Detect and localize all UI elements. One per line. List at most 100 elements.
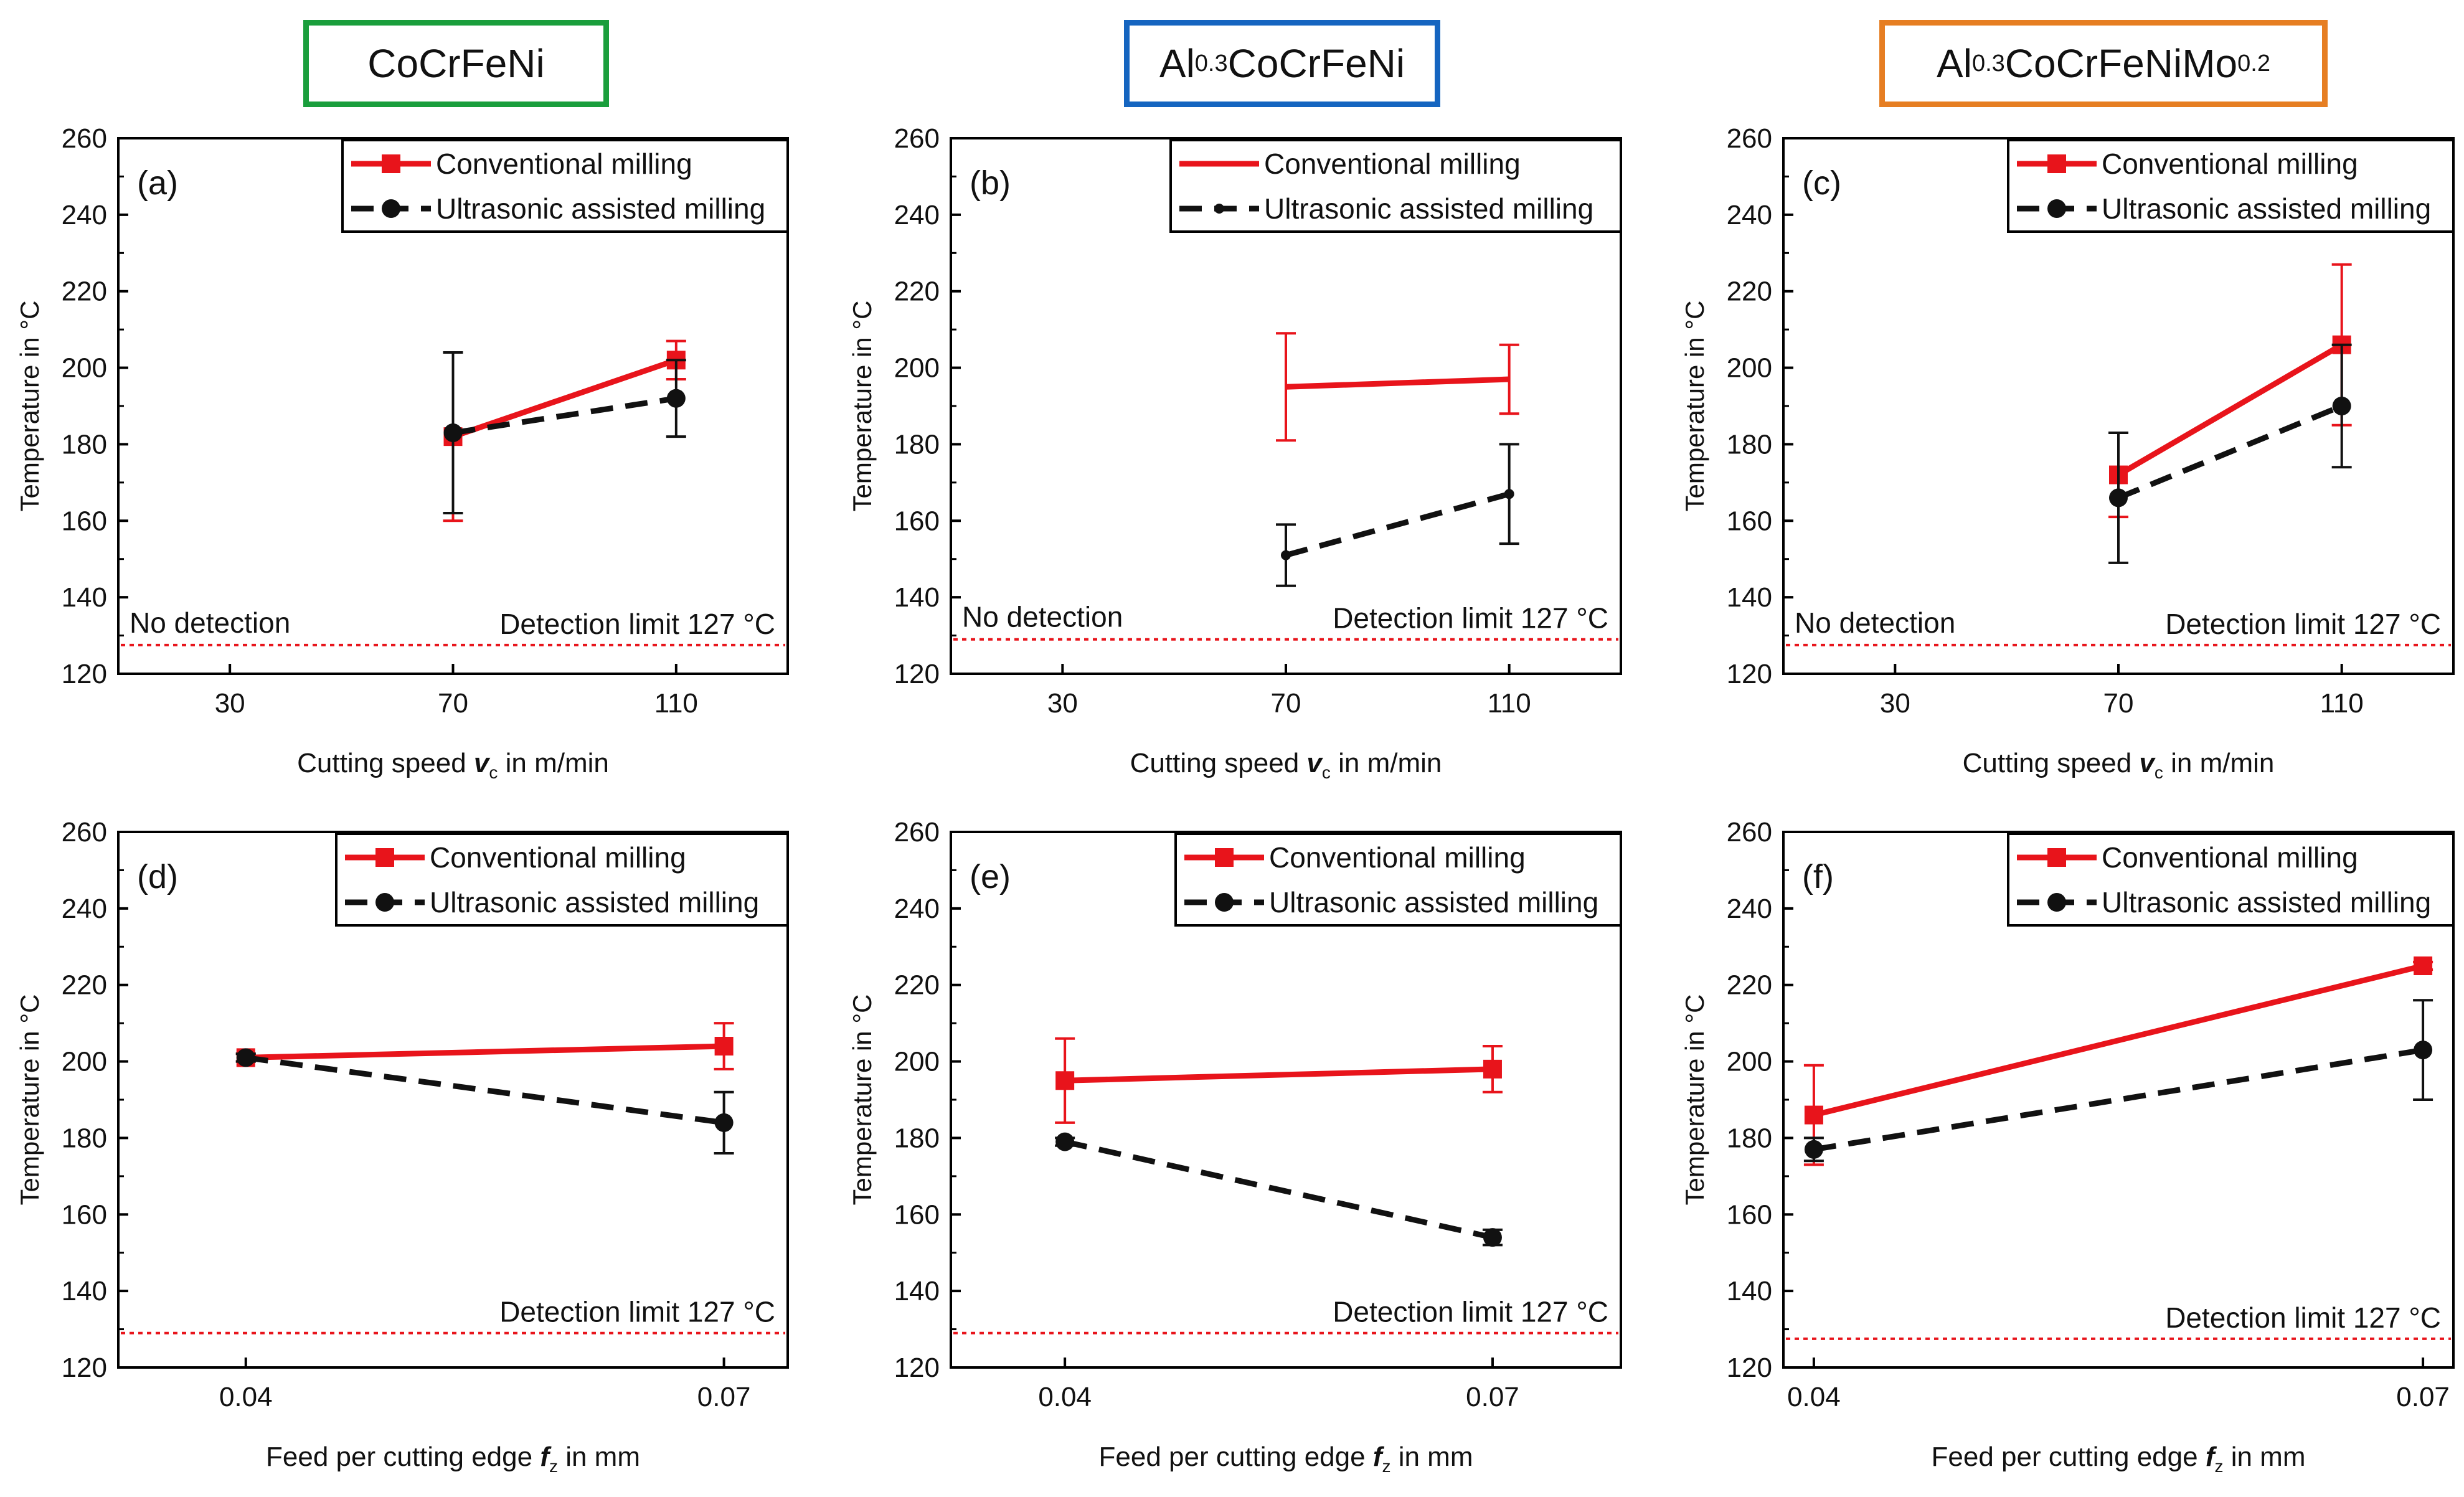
x-tick-label: 30 xyxy=(1880,688,1910,719)
y-tick-label: 180 xyxy=(62,429,107,460)
series-line xyxy=(1813,1047,2424,1153)
y-tick-label: 260 xyxy=(1727,817,1772,848)
x-axis-label-part: in m/min xyxy=(2163,748,2274,778)
y-axis-label: Temperature in °C xyxy=(1680,994,1709,1206)
x-axis-label-part: in mm xyxy=(1390,1442,1473,1472)
legend-marker xyxy=(2047,893,2066,912)
y-tick-label: 180 xyxy=(1727,429,1772,460)
no-detection-label: No detection xyxy=(1795,607,1955,639)
y-tick-label: 220 xyxy=(62,276,107,307)
chart-panel: 120 140 160 180 200 220 240 260 0.04 0.07 Temperat… xyxy=(1680,817,2455,1476)
x-tick-label: 110 xyxy=(1488,688,1531,719)
panel-label: (b) xyxy=(970,164,1011,202)
x-axis-label-part: v xyxy=(2139,748,2156,778)
legend-box xyxy=(341,139,789,233)
y-tick-label: 260 xyxy=(894,123,940,154)
legend-marker xyxy=(1215,893,1234,912)
data-point xyxy=(1483,1228,1502,1247)
x-tick-label: 0.07 xyxy=(1466,1382,1519,1412)
legend-box xyxy=(2007,139,2455,233)
legend-label: Ultrasonic assisted milling xyxy=(436,192,765,225)
series-line xyxy=(1813,963,2424,1118)
chart-panel: 120 140 160 180 200 220 240 260 30 70 110 Temperatu… xyxy=(15,123,789,782)
series-conventional xyxy=(2108,263,2352,519)
data-point xyxy=(443,423,463,442)
panel-label: (d) xyxy=(137,858,178,895)
detection-limit-label: Detection limit 127 °C xyxy=(499,1296,775,1328)
x-tick-label: 30 xyxy=(1047,688,1078,719)
series-ultrasonic xyxy=(2108,343,2352,564)
x-tick-label: 30 xyxy=(215,688,245,719)
material-label-part: 0.3 xyxy=(1971,50,2005,77)
legend-label: Ultrasonic assisted milling xyxy=(2102,192,2431,225)
x-axis-label-part: Feed per cutting edge xyxy=(1099,1442,1373,1472)
x-axis-label-part: in mm xyxy=(558,1442,640,1472)
legend-marker xyxy=(2047,199,2066,218)
series-conventional xyxy=(443,339,686,522)
series-conventional xyxy=(1055,1037,1503,1124)
data-point xyxy=(2414,956,2433,975)
x-tick-label: 70 xyxy=(438,688,468,719)
data-point xyxy=(1483,1059,1502,1079)
panel-label: (c) xyxy=(1802,164,1841,202)
y-tick-label: 240 xyxy=(1727,894,1772,924)
series-ultrasonic xyxy=(1803,999,2433,1163)
x-tick-label: 0.04 xyxy=(219,1382,273,1412)
x-axis-label-part: Feed per cutting edge xyxy=(266,1442,540,1472)
detection-limit-label: Detection limit 127 °C xyxy=(2165,608,2441,640)
data-point xyxy=(1804,1140,1823,1159)
x-axis-label-part: c xyxy=(2155,763,2163,782)
legend-label: Ultrasonic assisted milling xyxy=(1264,192,1593,225)
legend-label: Conventional milling xyxy=(1269,841,1526,874)
series-line xyxy=(1285,491,1510,558)
material-label-part: Al xyxy=(1937,41,1972,86)
y-tick-label: 240 xyxy=(62,200,107,230)
series-line xyxy=(1064,1139,1493,1240)
y-axis-label: Temperature in °C xyxy=(847,301,877,512)
x-tick-label: 70 xyxy=(1271,688,1301,719)
series-line xyxy=(1065,1066,1493,1084)
series-conventional xyxy=(1803,956,2433,1166)
y-tick-label: 120 xyxy=(62,1353,107,1383)
data-point xyxy=(1055,1132,1075,1151)
y-tick-label: 120 xyxy=(1727,659,1772,689)
y-tick-label: 140 xyxy=(1727,582,1772,613)
y-tick-label: 200 xyxy=(894,353,940,384)
y-tick-label: 180 xyxy=(894,429,940,460)
y-tick-label: 160 xyxy=(894,506,940,536)
y-tick-label: 260 xyxy=(894,817,940,848)
y-tick-label: 120 xyxy=(1727,1353,1772,1383)
series-ultrasonic xyxy=(1276,443,1519,587)
legend: Conventional milling Ultrasonic assisted … xyxy=(2007,833,2455,927)
legend: Conventional milling Ultrasonic assisted … xyxy=(341,139,789,233)
legend: Conventional milling Ultrasonic assisted … xyxy=(2007,139,2455,233)
y-axis-label: Temperature in °C xyxy=(1680,301,1709,512)
chart-panel: 120 140 160 180 200 220 240 260 0.04 0.07 Temperat… xyxy=(847,817,1622,1476)
series-line xyxy=(2117,342,2343,478)
y-tick-label: 160 xyxy=(1727,1199,1772,1230)
legend-marker xyxy=(375,893,394,912)
legend-marker xyxy=(2047,848,2066,867)
x-axis-label-part: v xyxy=(1306,748,1323,778)
chart-panel: 120 140 160 180 200 220 240 260 30 70 110 Temperatu… xyxy=(847,123,1622,782)
legend-label: Conventional milling xyxy=(2102,841,2358,874)
legend: Conventional milling Ultrasonic assisted … xyxy=(1169,139,1622,233)
legend-marker xyxy=(1214,204,1224,214)
x-axis-label-part: Cutting speed xyxy=(1130,748,1307,778)
x-axis-label-part: Cutting speed xyxy=(1963,748,2140,778)
y-tick-label: 200 xyxy=(62,353,107,384)
no-detection-label: No detection xyxy=(130,607,290,639)
no-detection-label: No detection xyxy=(962,601,1123,633)
y-tick-label: 200 xyxy=(894,1047,940,1077)
x-tick-label: 70 xyxy=(2103,688,2134,719)
data-point xyxy=(1055,1071,1075,1090)
y-tick-label: 180 xyxy=(1727,1123,1772,1153)
x-tick-label: 0.04 xyxy=(1038,1382,1092,1412)
y-tick-label: 200 xyxy=(62,1047,107,1077)
legend-marker xyxy=(1215,848,1234,867)
x-tick-label: 0.07 xyxy=(2396,1382,2450,1412)
series-line xyxy=(2117,403,2343,501)
x-axis-label: Cutting speed vc in m/min xyxy=(297,748,609,782)
legend-marker xyxy=(382,154,400,173)
material-label-part: 0.3 xyxy=(1194,50,1228,77)
